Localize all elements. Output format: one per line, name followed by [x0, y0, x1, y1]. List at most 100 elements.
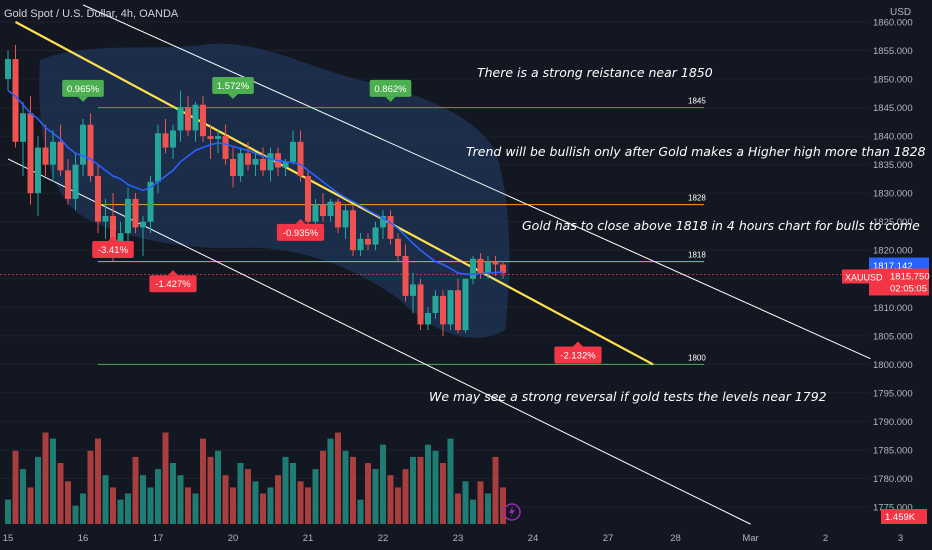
- x-tick-label: Mar: [742, 533, 758, 544]
- candle-body: [395, 238, 401, 256]
- volume-bar: [447, 438, 454, 524]
- volume-bar: [402, 469, 409, 524]
- candle-body: [72, 164, 79, 199]
- volume-bar: [297, 481, 304, 524]
- candle-body: [267, 153, 274, 171]
- percent-label: 0.965%: [62, 79, 104, 102]
- volume-bar: [117, 499, 124, 524]
- candle-body: [245, 153, 251, 165]
- candle-body: [425, 313, 431, 325]
- moving-average-line: [7, 89, 504, 275]
- y-tick-label: 1820.000: [873, 246, 913, 257]
- volume-bar: [275, 475, 281, 524]
- candle-body: [162, 133, 169, 148]
- volume-bar: [5, 499, 11, 524]
- percent-label-pointer: [78, 96, 88, 102]
- y-tick-label: 1795.000: [873, 388, 913, 399]
- candle-body: [230, 158, 236, 177]
- candle-body: [500, 264, 506, 274]
- volume-bar: [290, 463, 296, 524]
- volume-bar: [417, 456, 424, 524]
- y-tick-label: 1790.000: [873, 417, 913, 428]
- candle-body: [357, 238, 364, 251]
- volume-bar: [27, 487, 34, 524]
- volume-bar: [485, 493, 491, 524]
- candle-body: [380, 216, 386, 228]
- candle-body: [342, 210, 349, 228]
- candle-body: [320, 204, 326, 216]
- volume-bar: [380, 444, 386, 524]
- x-tick-label: 15: [3, 533, 14, 544]
- y-tick-label: 1810.000: [873, 303, 913, 314]
- percent-label-box: [554, 346, 602, 364]
- candle-body: [372, 227, 379, 245]
- x-tick-label: 3: [898, 533, 903, 544]
- volume-bar: [387, 475, 394, 524]
- percent-label: 0.862%: [369, 79, 412, 102]
- candle-body: [80, 124, 86, 165]
- candle-body: [470, 258, 476, 279]
- candle-body: [440, 295, 446, 325]
- x-tick-label: 27: [603, 533, 614, 544]
- y-tick-label: 1860.000: [873, 18, 913, 29]
- misc-icons: [503, 503, 521, 521]
- candle-body: [35, 147, 41, 194]
- candle-body: [87, 124, 94, 177]
- candle-body: [327, 201, 334, 216]
- volume-bar: [170, 463, 176, 524]
- volume-bar: [140, 475, 146, 524]
- volume-bar: [12, 450, 19, 524]
- percent-label-pointer: [228, 94, 238, 100]
- candle-body: [27, 113, 34, 194]
- percent-label-box: [92, 240, 134, 258]
- highlight-zone: [39, 43, 510, 338]
- volume-bar: [65, 481, 71, 524]
- x-tick-label: 2: [823, 533, 828, 544]
- candle-body: [102, 216, 109, 222]
- lightning-icon-bolt: [509, 506, 515, 518]
- annotation-trend: Trend will be bullish only after Gold ma…: [466, 144, 926, 159]
- level-label: 1800: [688, 353, 706, 362]
- x-tick-label: 17: [153, 533, 164, 544]
- percent-label-text: -1.427%: [155, 279, 191, 290]
- candle-body: [432, 295, 439, 313]
- candle-body: [260, 158, 266, 171]
- percent-label-text: -0.935%: [283, 228, 319, 239]
- candle-body: [132, 198, 139, 228]
- y-tick-label: 1835.000: [873, 160, 913, 171]
- percent-label-box: [369, 79, 412, 97]
- volume-bar: [72, 505, 79, 524]
- volume-bar: [132, 456, 139, 524]
- candle-body: [410, 284, 416, 296]
- volume-bar: [102, 475, 109, 524]
- y-tick-label: 1840.000: [873, 132, 913, 143]
- level-label: 1818: [688, 251, 706, 260]
- currency-label[interactable]: USD: [890, 7, 912, 18]
- volume-bar: [365, 463, 371, 524]
- percent-label: -2.132%: [554, 341, 602, 364]
- volume-bar: [432, 450, 439, 524]
- symbol-tag: XAUUSD: [845, 272, 883, 282]
- candle-body: [207, 136, 214, 139]
- volume-bar: [125, 493, 131, 524]
- candle-body: [485, 261, 491, 274]
- candle-body: [462, 278, 469, 331]
- volume-bar: [200, 438, 206, 524]
- volume-bar: [87, 450, 94, 524]
- candle-body: [200, 104, 206, 137]
- candle-body: [477, 258, 484, 274]
- volume-bar: [455, 493, 461, 524]
- candle-body: [57, 141, 64, 171]
- volume-bar: [267, 487, 274, 524]
- percent-label-box: [62, 79, 104, 97]
- volume-bar: [440, 463, 446, 524]
- volume-bar: [252, 481, 259, 524]
- candle-body: [297, 141, 304, 177]
- candle-body: [387, 216, 394, 239]
- candle-body: [20, 113, 26, 142]
- candle-body: [417, 284, 424, 325]
- candle-body: [50, 141, 56, 165]
- volume-bar: [327, 438, 334, 524]
